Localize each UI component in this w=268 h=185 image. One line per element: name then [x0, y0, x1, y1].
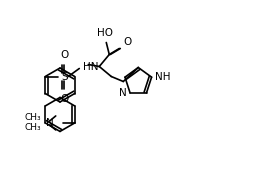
- Text: CH₃: CH₃: [24, 123, 41, 132]
- Text: O: O: [60, 50, 68, 60]
- Text: O: O: [123, 36, 132, 46]
- Text: HN: HN: [83, 61, 99, 71]
- Text: N: N: [119, 88, 127, 98]
- Text: CH₃: CH₃: [24, 113, 41, 122]
- Text: HO: HO: [97, 28, 113, 38]
- Text: O: O: [60, 93, 68, 103]
- Text: N: N: [46, 118, 54, 128]
- Text: NH: NH: [155, 72, 170, 82]
- Text: S: S: [61, 71, 68, 82]
